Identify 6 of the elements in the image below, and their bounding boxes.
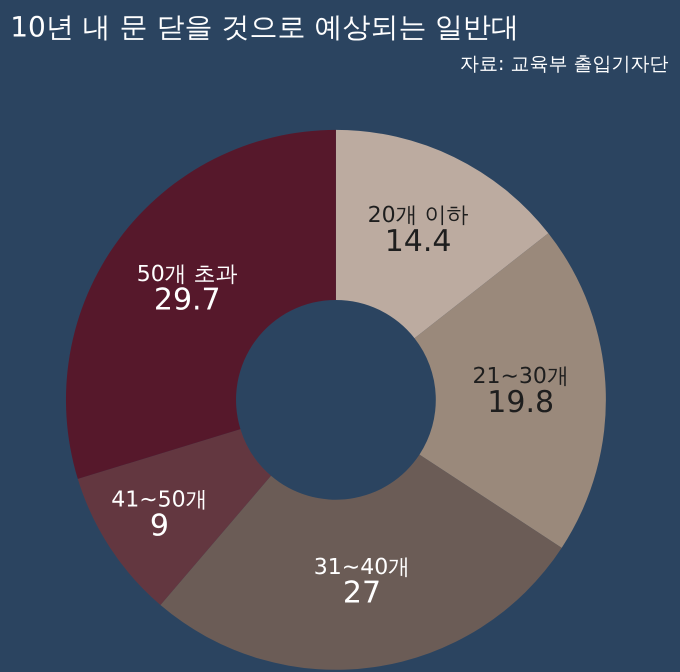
chart-title: 10년 내 문 닫을 것으로 예상되는 일반대 (10, 10, 520, 44)
donut-slice (66, 130, 336, 479)
donut-slice (78, 429, 271, 605)
slice-label: 50개 초과 (136, 262, 238, 288)
text: 자료: 교육부 출입기자단 (460, 53, 668, 75)
donut-slice (336, 130, 548, 338)
